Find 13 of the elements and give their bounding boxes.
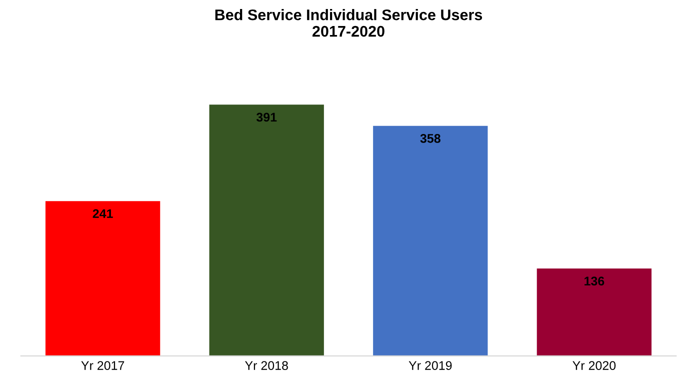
data-label: 136 <box>584 276 604 286</box>
x-tick-label: Yr 2018 <box>244 361 288 370</box>
bar <box>373 126 488 356</box>
bar <box>536 268 652 356</box>
data-label: 358 <box>420 134 440 143</box>
data-label: 391 <box>256 112 277 122</box>
bar <box>209 104 324 356</box>
x-tick-label: Yr 2019 <box>408 361 452 370</box>
x-tick-label: Yr 2017 <box>81 361 124 370</box>
x-tick-label: Yr 2020 <box>572 361 616 370</box>
bar <box>45 201 160 356</box>
data-label: 241 <box>92 209 113 218</box>
chart-title: Bed Service Individual Service Users 2017-2020 <box>215 9 482 37</box>
